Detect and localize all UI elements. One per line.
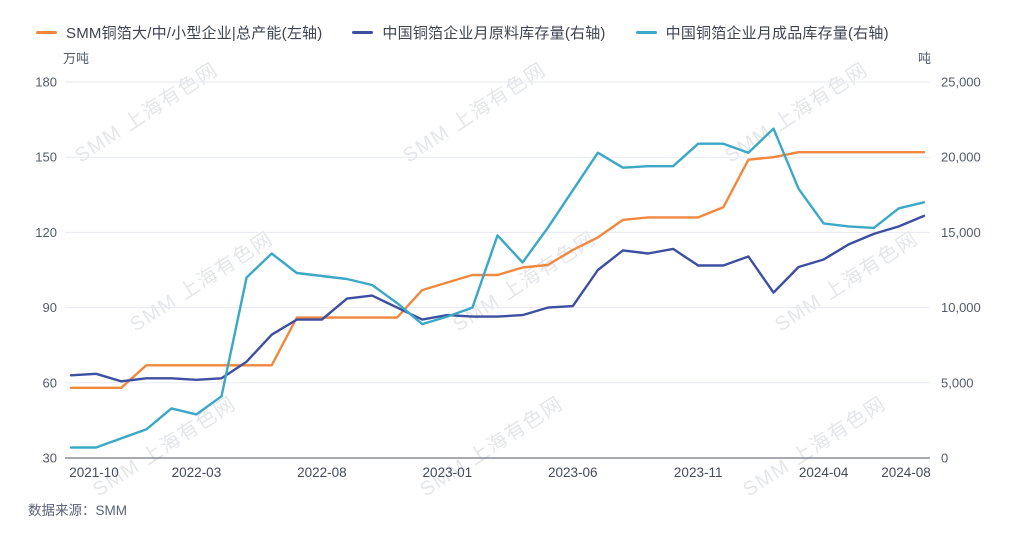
right-axis-tick: 10,000 (941, 300, 981, 315)
left-axis-tick: 180 (35, 75, 57, 90)
legend: SMM铜箔大/中/小型企业|总产能(左轴) 中国铜箔企业月原料库存量(右轴) 中… (36, 22, 889, 43)
capacity-line-swatch-icon (36, 31, 57, 34)
right-axis-tick: 15,000 (941, 225, 981, 240)
watermark: SMM 上海有色网 (771, 227, 923, 337)
right-axis-tick: 0 (941, 451, 948, 466)
watermark: SMM 上海有色网 (89, 392, 241, 502)
left-axis-tick: 90 (43, 300, 57, 315)
raw-material-line-swatch-icon (352, 31, 374, 34)
left-axis-unit: 万吨 (63, 51, 90, 66)
x-axis-tick: 2023-01 (423, 465, 473, 480)
left-axis-tick: 150 (35, 150, 57, 165)
right-axis-tick: 5,000 (941, 375, 974, 390)
watermark: SMM 上海有色网 (126, 227, 278, 337)
x-axis-tick: 2024-08 (881, 465, 931, 480)
series-line-1[interactable] (69, 214, 926, 383)
watermark: SMM 上海有色网 (399, 58, 551, 168)
left-axis-tick: 120 (35, 225, 57, 240)
right-axis-unit: 吨 (918, 51, 932, 66)
right-axis-tick: 20,000 (941, 150, 981, 165)
right-axis-tick: 25,000 (941, 75, 981, 90)
watermark: SMM 上海有色网 (71, 58, 223, 168)
left-axis-tick: 30 (43, 451, 57, 466)
x-axis-tick: 2023-11 (674, 465, 723, 480)
x-axis-tick: 2021-10 (69, 465, 119, 480)
finished-goods-line-swatch-icon (635, 31, 657, 34)
x-axis-tick: 2024-04 (799, 465, 849, 480)
left-axis-tick: 60 (43, 375, 57, 390)
legend-label-raw-material: 中国铜箔企业月原料库存量(右轴) (382, 25, 606, 42)
legend-label-capacity: SMM铜箔大/中/小型企业|总产能(左轴) (66, 25, 323, 42)
watermark: SMM 上海有色网 (449, 227, 601, 337)
series-line-2[interactable] (69, 127, 926, 449)
x-axis-tick: 2022-03 (172, 465, 222, 480)
data-source-note: 数据来源：SMM (28, 503, 127, 518)
watermark: SMM 上海有色网 (416, 392, 568, 502)
legend-item-finished-goods-inventory[interactable]: 中国铜箔企业月成品库存量(右轴) (635, 22, 889, 43)
legend-item-capacity[interactable]: SMM铜箔大/中/小型企业|总产能(左轴) (36, 22, 322, 43)
watermark: SMM 上海有色网 (739, 392, 891, 502)
x-axis-tick: 2022-08 (297, 465, 347, 480)
series-line-0[interactable] (69, 150, 926, 389)
x-axis-tick: 2023-06 (548, 465, 598, 480)
legend-item-raw-material-inventory[interactable]: 中国铜箔企业月原料库存量(右轴) (352, 22, 605, 43)
legend-label-finished-goods: 中国铜箔企业月成品库存量(右轴) (665, 25, 889, 42)
